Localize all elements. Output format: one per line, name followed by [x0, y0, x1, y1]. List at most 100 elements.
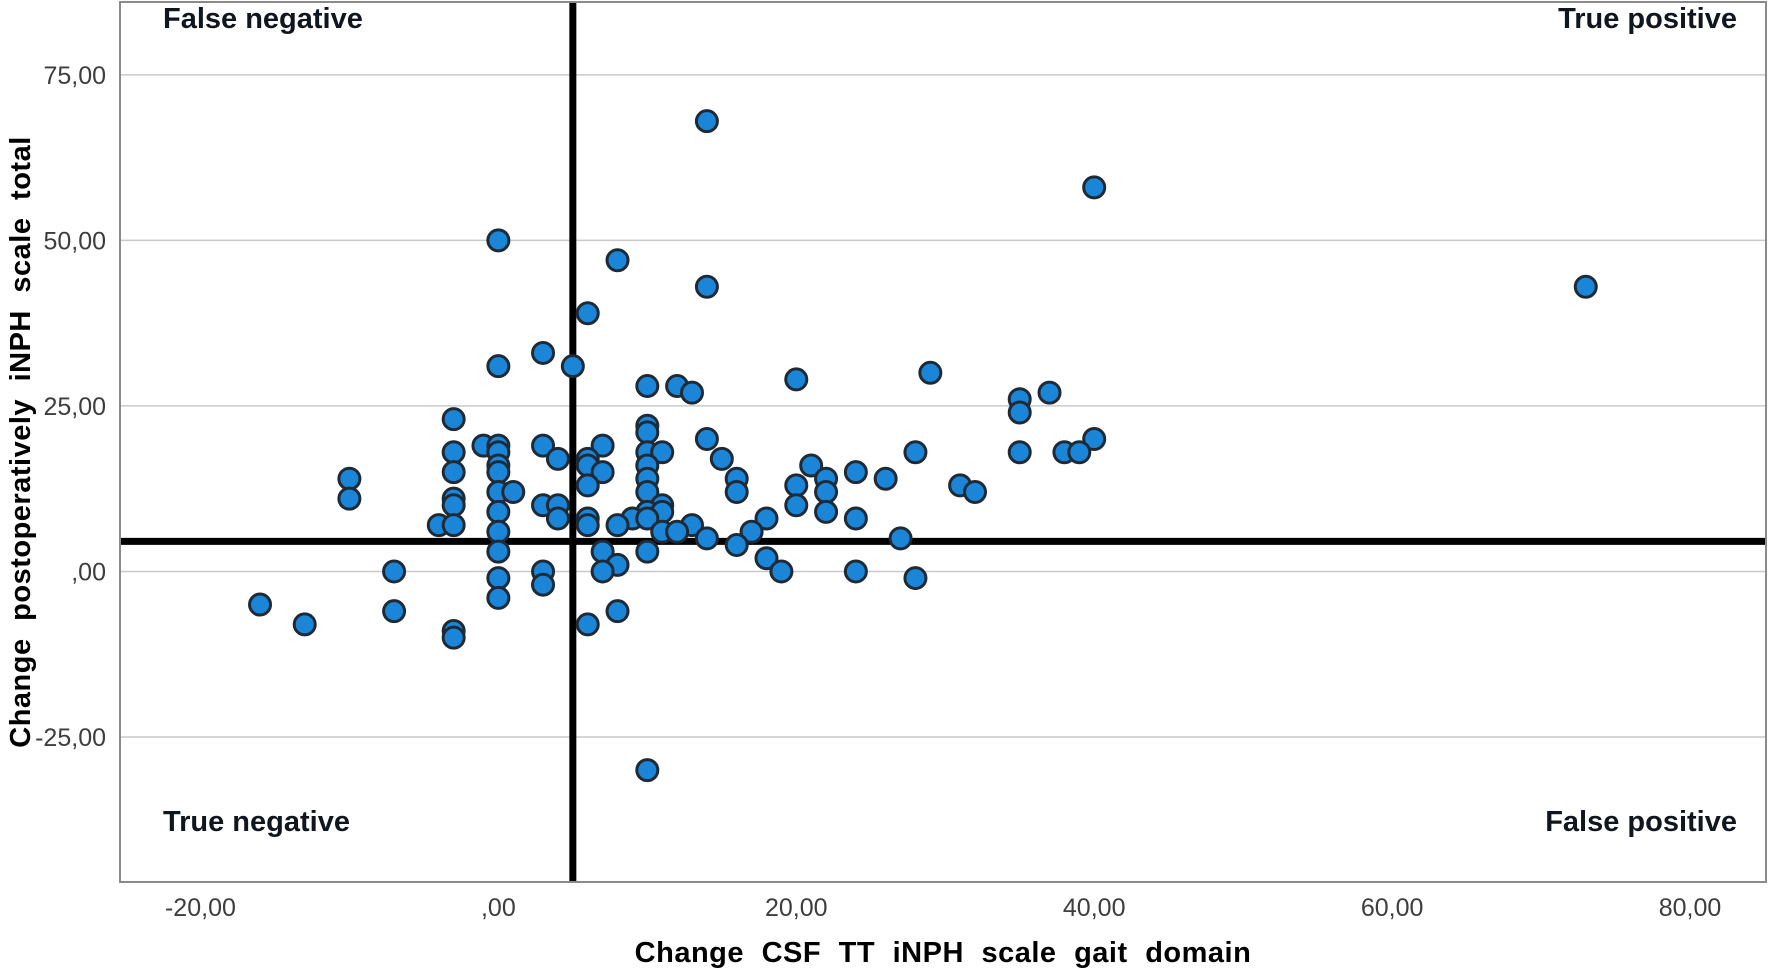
data-point — [918, 360, 943, 385]
data-point — [903, 566, 928, 591]
x-tick-label: ,00 — [481, 894, 516, 922]
data-point — [441, 407, 466, 432]
data-point — [754, 546, 779, 571]
data-point — [575, 612, 600, 637]
data-point — [963, 479, 988, 504]
x-tick-label: 20,00 — [765, 894, 828, 922]
data-point — [486, 499, 511, 524]
quadrant-label-false-positive: False positive — [1545, 806, 1737, 838]
data-point — [441, 440, 466, 465]
gridlines — [120, 74, 1766, 738]
x-tick-label: 80,00 — [1659, 894, 1722, 922]
data-point — [843, 559, 868, 584]
data-point — [590, 559, 615, 584]
data-point — [635, 758, 660, 783]
data-point — [486, 539, 511, 564]
data-point — [545, 446, 570, 471]
x-tick-label: 40,00 — [1063, 894, 1126, 922]
x-axis-title: Change CSF TT iNPH scale gait domain — [635, 937, 1252, 969]
data-point — [605, 248, 630, 273]
data-point — [739, 519, 764, 544]
data-point — [694, 274, 719, 299]
data-point — [635, 539, 660, 564]
data-point — [799, 453, 824, 478]
data-point — [605, 513, 630, 538]
y-tick-label: 50,00 — [43, 227, 106, 255]
data-point — [605, 599, 630, 624]
data-point — [501, 479, 526, 504]
data-point — [531, 340, 556, 365]
data-point — [292, 612, 317, 637]
x-tick-label: -20,00 — [165, 894, 236, 922]
data-point — [486, 460, 511, 485]
data-point — [694, 109, 719, 134]
cutoff-lines — [120, 2, 1766, 882]
data-point — [784, 367, 809, 392]
quadrant-label-true-positive: True positive — [1558, 3, 1737, 35]
data-point — [590, 433, 615, 458]
data-point — [441, 625, 466, 650]
data-point — [680, 380, 705, 405]
data-point — [1007, 400, 1032, 425]
data-point — [665, 519, 690, 544]
data-point — [694, 427, 719, 452]
data-point — [575, 513, 600, 538]
data-point — [248, 592, 273, 617]
x-axis-tick-labels: -20,00 ,00 20,00 40,00 60,00 80,00 — [165, 894, 1721, 922]
y-axis-tick-labels: 75,00 50,00 25,00 ,00 -25,00 — [35, 62, 106, 752]
data-point — [486, 354, 511, 379]
data-point — [441, 460, 466, 485]
data-point — [441, 493, 466, 518]
data-point — [843, 460, 868, 485]
data-point — [590, 460, 615, 485]
data-point — [873, 466, 898, 491]
data-point — [575, 473, 600, 498]
data-point — [709, 446, 734, 471]
data-point — [694, 526, 719, 551]
data-point — [635, 420, 660, 445]
data-point — [531, 572, 556, 597]
data-point — [635, 374, 660, 399]
data-point — [814, 499, 839, 524]
data-point — [650, 440, 675, 465]
data-point — [1007, 440, 1032, 465]
data-point — [724, 532, 749, 557]
data-point — [784, 473, 809, 498]
data-point — [545, 506, 570, 531]
data-point — [843, 506, 868, 531]
data-point — [486, 228, 511, 253]
data-point — [784, 493, 809, 518]
data-point — [769, 559, 794, 584]
y-axis-title: Change postoperatively iNPH scale total — [5, 136, 37, 747]
data-point — [382, 599, 407, 624]
data-point — [1082, 427, 1107, 452]
plot-border — [119, 1, 1767, 883]
data-point — [888, 526, 913, 551]
data-point — [754, 506, 779, 531]
data-point — [575, 301, 600, 326]
data-point — [1067, 440, 1092, 465]
y-tick-label: -25,00 — [35, 724, 106, 752]
data-point — [531, 433, 556, 458]
data-point — [486, 566, 511, 591]
data-point — [337, 486, 362, 511]
scatter-points — [248, 109, 1598, 783]
data-point — [560, 354, 585, 379]
data-point — [1573, 274, 1598, 299]
data-point — [441, 513, 466, 538]
data-point — [337, 466, 362, 491]
y-tick-label: 75,00 — [43, 62, 106, 90]
quadrant-label-false-negative: False negative — [163, 3, 363, 35]
x-tick-label: 60,00 — [1361, 894, 1424, 922]
data-point — [1037, 380, 1062, 405]
data-point — [814, 479, 839, 504]
data-point — [724, 479, 749, 504]
y-tick-label: 25,00 — [43, 393, 106, 421]
data-point — [635, 506, 660, 531]
data-point — [486, 585, 511, 610]
data-point — [1082, 175, 1107, 200]
quadrant-label-true-negative: True negative — [163, 806, 350, 838]
data-point — [486, 519, 511, 544]
